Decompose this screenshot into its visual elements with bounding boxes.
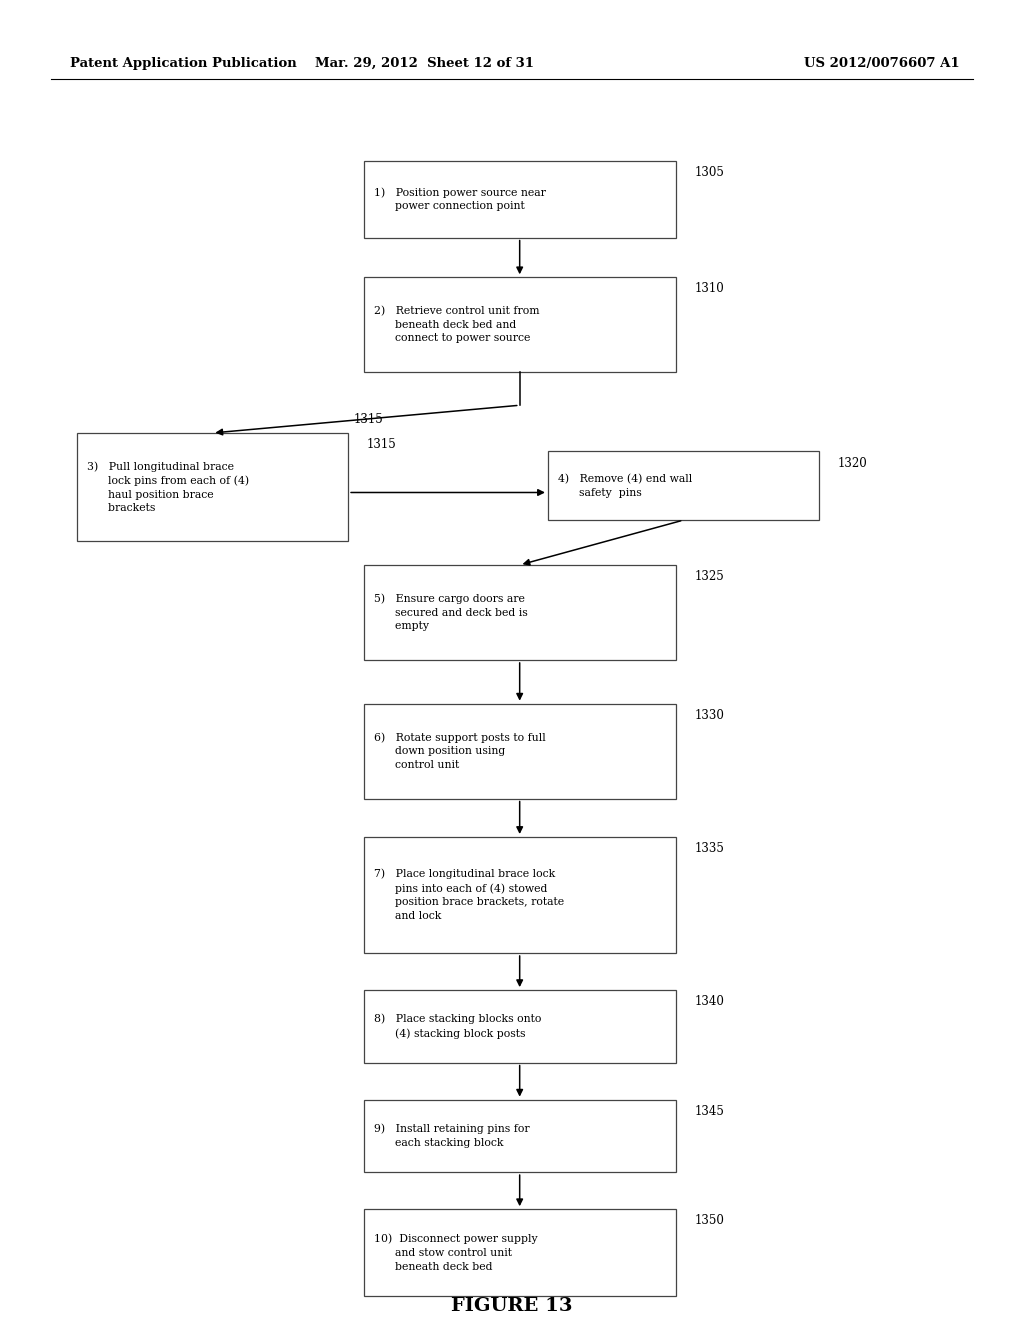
Text: 1340: 1340 [694,995,724,1008]
Text: 1)   Position power source near
      power connection point: 1) Position power source near power conn… [374,187,546,211]
FancyBboxPatch shape [364,161,676,238]
Text: US 2012/0076607 A1: US 2012/0076607 A1 [804,57,959,70]
FancyBboxPatch shape [77,433,348,541]
Text: Patent Application Publication: Patent Application Publication [70,57,296,70]
Text: 1315: 1315 [367,438,396,451]
Text: Mar. 29, 2012  Sheet 12 of 31: Mar. 29, 2012 Sheet 12 of 31 [315,57,535,70]
Text: 2)   Retrieve control unit from
      beneath deck bed and
      connect to powe: 2) Retrieve control unit from beneath de… [374,306,540,343]
Text: FIGURE 13: FIGURE 13 [452,1296,572,1315]
FancyBboxPatch shape [364,704,676,799]
Text: 4)   Remove (4) end wall
      safety  pins: 4) Remove (4) end wall safety pins [558,474,692,498]
Text: 7)   Place longitudinal brace lock
      pins into each of (4) stowed
      posi: 7) Place longitudinal brace lock pins in… [374,869,564,921]
Text: 5)   Ensure cargo doors are
      secured and deck bed is
      empty: 5) Ensure cargo doors are secured and de… [374,594,527,631]
Text: 1345: 1345 [694,1105,724,1118]
FancyBboxPatch shape [364,565,676,660]
FancyBboxPatch shape [548,451,819,520]
Text: 8)   Place stacking blocks onto
      (4) stacking block posts: 8) Place stacking blocks onto (4) stacki… [374,1014,541,1039]
Text: 1325: 1325 [694,570,724,583]
Text: 10)  Disconnect power supply
      and stow control unit
      beneath deck bed: 10) Disconnect power supply and stow con… [374,1234,538,1271]
Text: 1335: 1335 [694,842,724,855]
FancyBboxPatch shape [364,1100,676,1172]
Text: 1330: 1330 [694,709,724,722]
Text: 1310: 1310 [694,282,724,296]
Text: 6)   Rotate support posts to full
      down position using
      control unit: 6) Rotate support posts to full down pos… [374,733,546,770]
FancyBboxPatch shape [364,837,676,953]
FancyBboxPatch shape [364,277,676,372]
Text: 1305: 1305 [694,166,724,180]
Text: 1320: 1320 [838,457,867,470]
FancyBboxPatch shape [364,990,676,1063]
FancyBboxPatch shape [364,1209,676,1296]
Text: 1350: 1350 [694,1214,724,1228]
Text: 1315: 1315 [353,413,383,426]
Text: 3)   Pull longitudinal brace
      lock pins from each of (4)
      haul positio: 3) Pull longitudinal brace lock pins fro… [87,461,249,513]
Text: 9)   Install retaining pins for
      each stacking block: 9) Install retaining pins for each stack… [374,1123,529,1148]
